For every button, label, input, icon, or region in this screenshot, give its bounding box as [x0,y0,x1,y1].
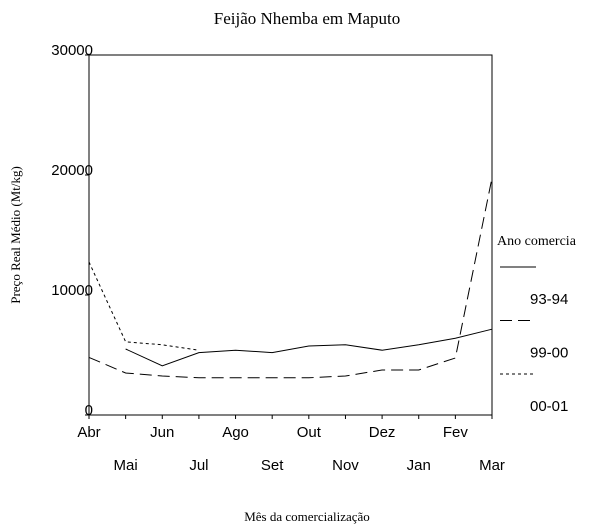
plot-frame [88,54,493,416]
x-tick-label: Nov [332,457,359,474]
x-tick-label: Abr [77,424,100,441]
x-tick-label: Dez [369,424,396,441]
x-tick-label: Jul [189,457,208,474]
line-series [88,177,493,379]
y-axis-title: Preço Real Médio (Mt/kg) [8,166,23,304]
y-tick-label: 0 [85,402,93,419]
legend-label: 00-01 [530,398,568,415]
legend-label: 93-94 [530,291,568,308]
x-tick-label: Set [261,457,284,474]
y-tick-label: 30000 [51,42,93,59]
x-tick-label: Out [297,424,322,441]
line-series [125,328,493,367]
x-tick-label: Ago [222,424,249,441]
y-tick-label: 10000 [51,282,93,299]
line-series [88,261,199,351]
x-tick-label: Jun [150,424,174,441]
x-axis-title: Mês da comercialização [244,509,370,524]
x-tick-label: Mar [479,457,505,474]
legend-label: 99-00 [530,344,568,361]
chart-title: Feijão Nhemba em Maputo [214,9,401,28]
x-tick-label: Mai [114,457,138,474]
x-tick-label: Jan [407,457,431,474]
x-tick-label: Fev [443,424,469,441]
legend-title: Ano comercia [497,234,577,249]
y-tick-label: 20000 [51,162,93,179]
